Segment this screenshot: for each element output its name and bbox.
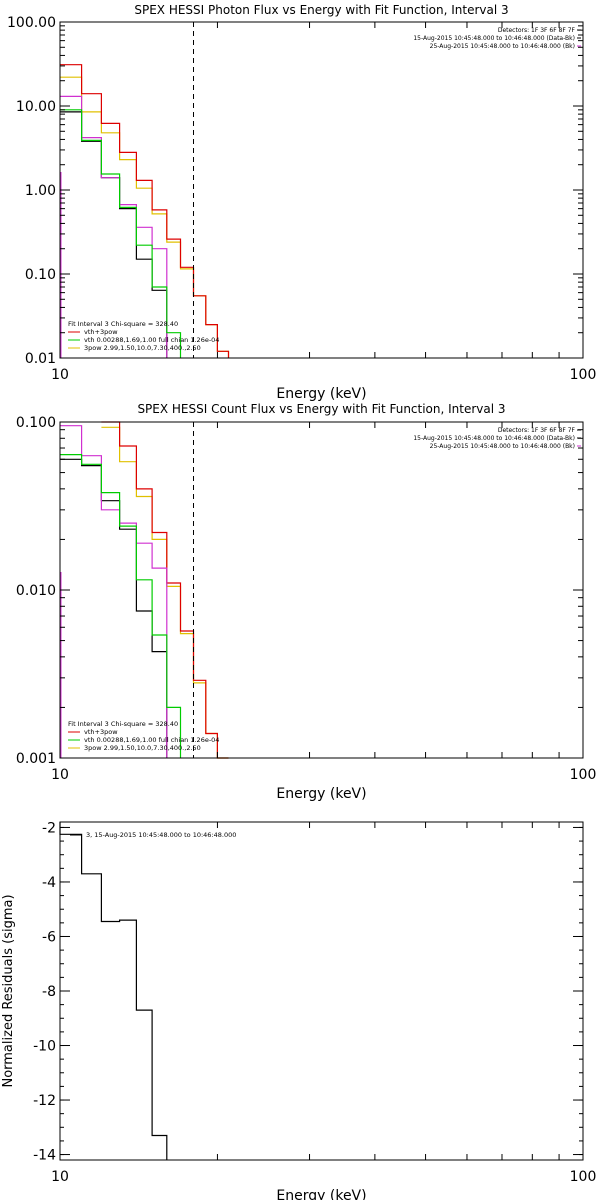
x-tick-label: 100 — [570, 1169, 597, 1185]
series-line-2 — [60, 64, 230, 358]
fit-info-line: vth 0.00288,1.69,1.00 full chian 1.26e-0… — [84, 736, 219, 744]
series-line-3 — [60, 458, 168, 758]
plot-frame — [59, 821, 584, 1161]
series-line-4 — [60, 425, 168, 758]
fit-info-line: vth+3pow — [84, 728, 118, 736]
detector-info-line: 15-Aug-2015 10:45:48.000 to 10:46:48.000… — [413, 35, 575, 42]
fit-info-line: 3pow 2.99,1.50,10.0,7.30,400.,2.50 — [84, 344, 201, 352]
plot-frame — [59, 421, 584, 759]
fit-info-line: vth 0.00288,1.69,1.00 full chian 1.26e-0… — [84, 336, 219, 344]
y-tick-label: -4 — [42, 875, 56, 891]
x-tick-label: 100 — [570, 767, 597, 783]
x-tick-label: 100 — [570, 367, 597, 383]
series-line-2 — [101, 421, 229, 759]
fit-info-line: Fit Interval 3 Chi-square = 328.40 — [68, 720, 178, 728]
x-axis-label: Energy (keV) — [276, 786, 366, 802]
y-tick-label: -14 — [33, 1148, 56, 1164]
x-tick-label: 10 — [51, 767, 69, 783]
detector-info-line: Detectors: 1F 3F 6F 8F 7F — [498, 27, 576, 34]
y-tick-label: 0.001 — [16, 751, 56, 767]
y-axis-label: Normalized Residuals (sigma) — [1, 894, 16, 1087]
x-axis-label: Energy (keV) — [276, 1188, 366, 1200]
y-tick-label: -10 — [33, 1039, 56, 1055]
series-line-1 — [59, 822, 168, 1160]
series-line-5 — [60, 454, 182, 758]
y-tick-label: 1.00 — [25, 183, 56, 199]
series-line-4 — [60, 95, 168, 358]
x-axis-label: Energy (keV) — [276, 386, 366, 402]
residual-legend-label: 3, 15-Aug-2015 10:45:48.000 to 10:46:48.… — [86, 831, 236, 839]
chart-panel-3: -2 -4 -6 -8 -10 -12 -14 10 100 Energy (keV) Normal… — [1, 820, 596, 1200]
chart-panel-2: SPEX HESSI Count Flux vs Energy with Fit… — [16, 402, 596, 802]
y-tick-label: 0.01 — [25, 351, 56, 367]
fit-info-line: vth+3pow — [84, 328, 118, 336]
fit-info-line: Fit Interval 3 Chi-square = 328.40 — [68, 320, 178, 328]
series-line-5 — [60, 109, 182, 358]
chart-title: SPEX HESSI Count Flux vs Energy with Fit… — [137, 402, 505, 416]
series-line-1 — [101, 426, 229, 759]
plot-frame — [59, 21, 584, 359]
series-line-3 — [60, 111, 168, 358]
y-tick-label: -2 — [42, 820, 56, 836]
detector-info-line: Detectors: 1F 3F 6F 8F 7F — [498, 427, 576, 434]
detector-info-line: 25-Aug-2015 10:45:48.000 to 10:46:48.000… — [430, 43, 575, 50]
y-tick-label: -8 — [42, 984, 56, 1000]
series-line-1 — [60, 76, 230, 358]
fit-info-line: 3pow 2.99,1.50,10.0,7.30,400.,2.50 — [84, 744, 201, 752]
y-tick-label: 0.10 — [25, 267, 56, 283]
detector-info-line: 15-Aug-2015 10:45:48.000 to 10:46:48.000… — [413, 435, 575, 442]
chart-title: SPEX HESSI Photon Flux vs Energy with Fi… — [134, 3, 508, 17]
y-tick-label: 0.010 — [16, 583, 56, 599]
detector-info-line: 25-Aug-2015 10:45:48.000 to 10:46:48.000… — [430, 443, 575, 450]
y-tick-label: -12 — [33, 1093, 56, 1109]
y-tick-label: 10.00 — [16, 99, 56, 115]
y-tick-label: 0.100 — [16, 415, 56, 431]
y-tick-label: 100.00 — [7, 15, 56, 31]
x-tick-label: 10 — [51, 1169, 69, 1185]
chart-panel-1: SPEX HESSI Photon Flux vs Energy with Fi… — [7, 3, 596, 402]
y-tick-label: -6 — [42, 929, 56, 945]
x-tick-label: 10 — [51, 367, 69, 383]
